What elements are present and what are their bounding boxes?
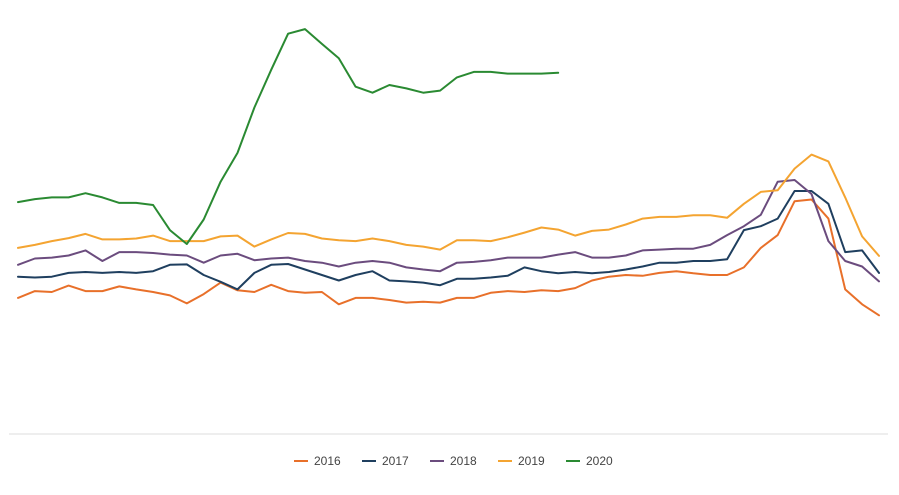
legend-label-2017: 2017 bbox=[382, 454, 409, 468]
legend-item-2020[interactable]: 2020 bbox=[566, 454, 613, 468]
series-line-2019 bbox=[17, 153, 880, 257]
legend-label-2020: 2020 bbox=[586, 454, 613, 468]
legend-item-2017[interactable]: 2017 bbox=[362, 454, 409, 468]
legend-item-2016[interactable]: 2016 bbox=[294, 454, 341, 468]
series-line-2020 bbox=[17, 28, 560, 245]
series-line-2016 bbox=[17, 198, 880, 317]
series-line-2017 bbox=[17, 190, 880, 291]
legend-label-2019: 2019 bbox=[518, 454, 545, 468]
legend-item-2019[interactable]: 2019 bbox=[498, 454, 545, 468]
series-line-2018 bbox=[17, 179, 880, 283]
legend-label-2016: 2016 bbox=[314, 454, 341, 468]
plot-area bbox=[17, 28, 880, 317]
legend-item-2018[interactable]: 2018 bbox=[430, 454, 477, 468]
legend: 2016 2017 2018 2019 2020 bbox=[294, 454, 613, 468]
legend-label-2018: 2018 bbox=[450, 454, 477, 468]
